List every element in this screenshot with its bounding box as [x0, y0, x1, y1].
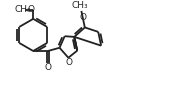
- Text: CH₃: CH₃: [72, 1, 89, 10]
- Text: CH₃: CH₃: [14, 5, 31, 14]
- Text: O: O: [80, 13, 87, 23]
- Text: O: O: [44, 63, 51, 72]
- Text: O: O: [27, 5, 34, 14]
- Text: O: O: [65, 58, 72, 67]
